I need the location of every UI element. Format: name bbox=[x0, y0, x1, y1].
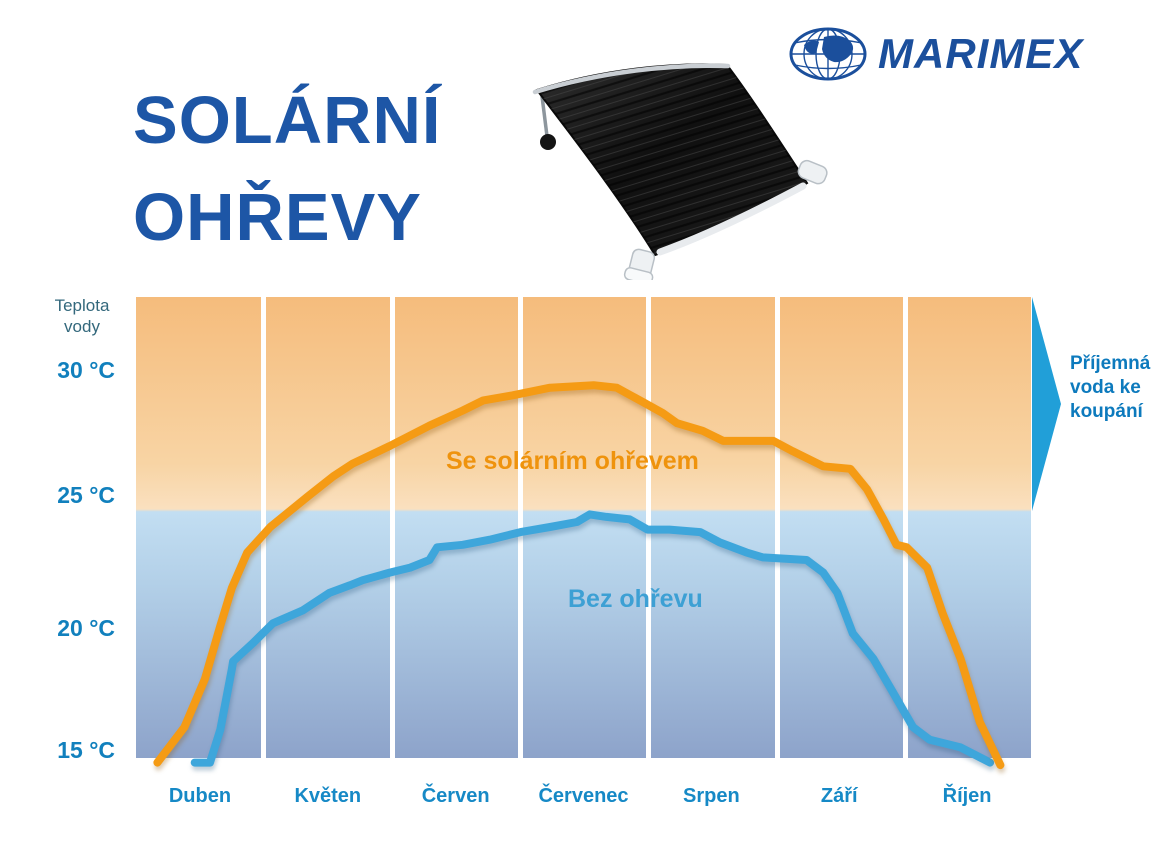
series-label-solar: Se solárním ohřevem bbox=[446, 447, 699, 475]
hose-fitting-left bbox=[623, 248, 656, 280]
y-tick-30: 30 °C bbox=[57, 357, 115, 383]
month-label-zari: Září bbox=[820, 785, 858, 807]
y-axis-title: Teplota vody bbox=[54, 296, 110, 336]
column-gap bbox=[518, 297, 523, 758]
panel-leg-foot bbox=[540, 134, 556, 150]
panel-leg bbox=[540, 95, 549, 137]
panel-tubes-texture bbox=[537, 64, 807, 255]
no-heating-curve bbox=[190, 510, 995, 767]
y-tick-25: 25 °C bbox=[57, 482, 115, 508]
page-title-line2: OHŘEVY bbox=[133, 180, 422, 255]
arrow-right-icon bbox=[1032, 297, 1061, 511]
solar-panel-image bbox=[532, 63, 828, 280]
brand-logo: MARIMEX bbox=[788, 26, 1083, 82]
hose-fitting-right bbox=[797, 159, 828, 185]
month-label-cerven: Červen bbox=[421, 785, 490, 807]
month-label-rijen: Říjen bbox=[942, 785, 992, 807]
y-tick-20: 20 °C bbox=[57, 615, 115, 641]
month-label-srpen: Srpen bbox=[683, 785, 740, 807]
column-gap bbox=[390, 297, 395, 758]
globe-icon bbox=[789, 27, 867, 81]
column-gap bbox=[775, 297, 780, 758]
page-title-line1: SOLÁRNÍ bbox=[133, 83, 442, 158]
x-axis-months: Duben Květen Červen Červenec Srpen Září … bbox=[136, 785, 1031, 808]
curves-svg bbox=[153, 381, 1005, 770]
page-title: SOLÁRNÍ OHŘEVY bbox=[133, 72, 442, 266]
panel-top-rail bbox=[532, 63, 731, 95]
series-label-no-heating: Bez ohřevu bbox=[568, 585, 703, 613]
comfort-annotation: Příjemná voda ke koupání bbox=[1070, 353, 1151, 422]
month-label-duben: Duben bbox=[168, 785, 232, 807]
month-label-kveten: Květen bbox=[294, 785, 362, 807]
column-gap bbox=[903, 297, 908, 758]
chart-plot-area: Se solárním ohřevem Bez ohřevu bbox=[136, 297, 1031, 770]
panel-bottom-rail bbox=[656, 182, 807, 256]
solar-heating-curve bbox=[153, 381, 1005, 770]
month-label-cervenec: Červenec bbox=[538, 785, 629, 807]
y-tick-15: 15 °C bbox=[57, 737, 115, 763]
column-gap bbox=[261, 297, 266, 758]
brand-name: MARIMEX bbox=[878, 30, 1084, 77]
